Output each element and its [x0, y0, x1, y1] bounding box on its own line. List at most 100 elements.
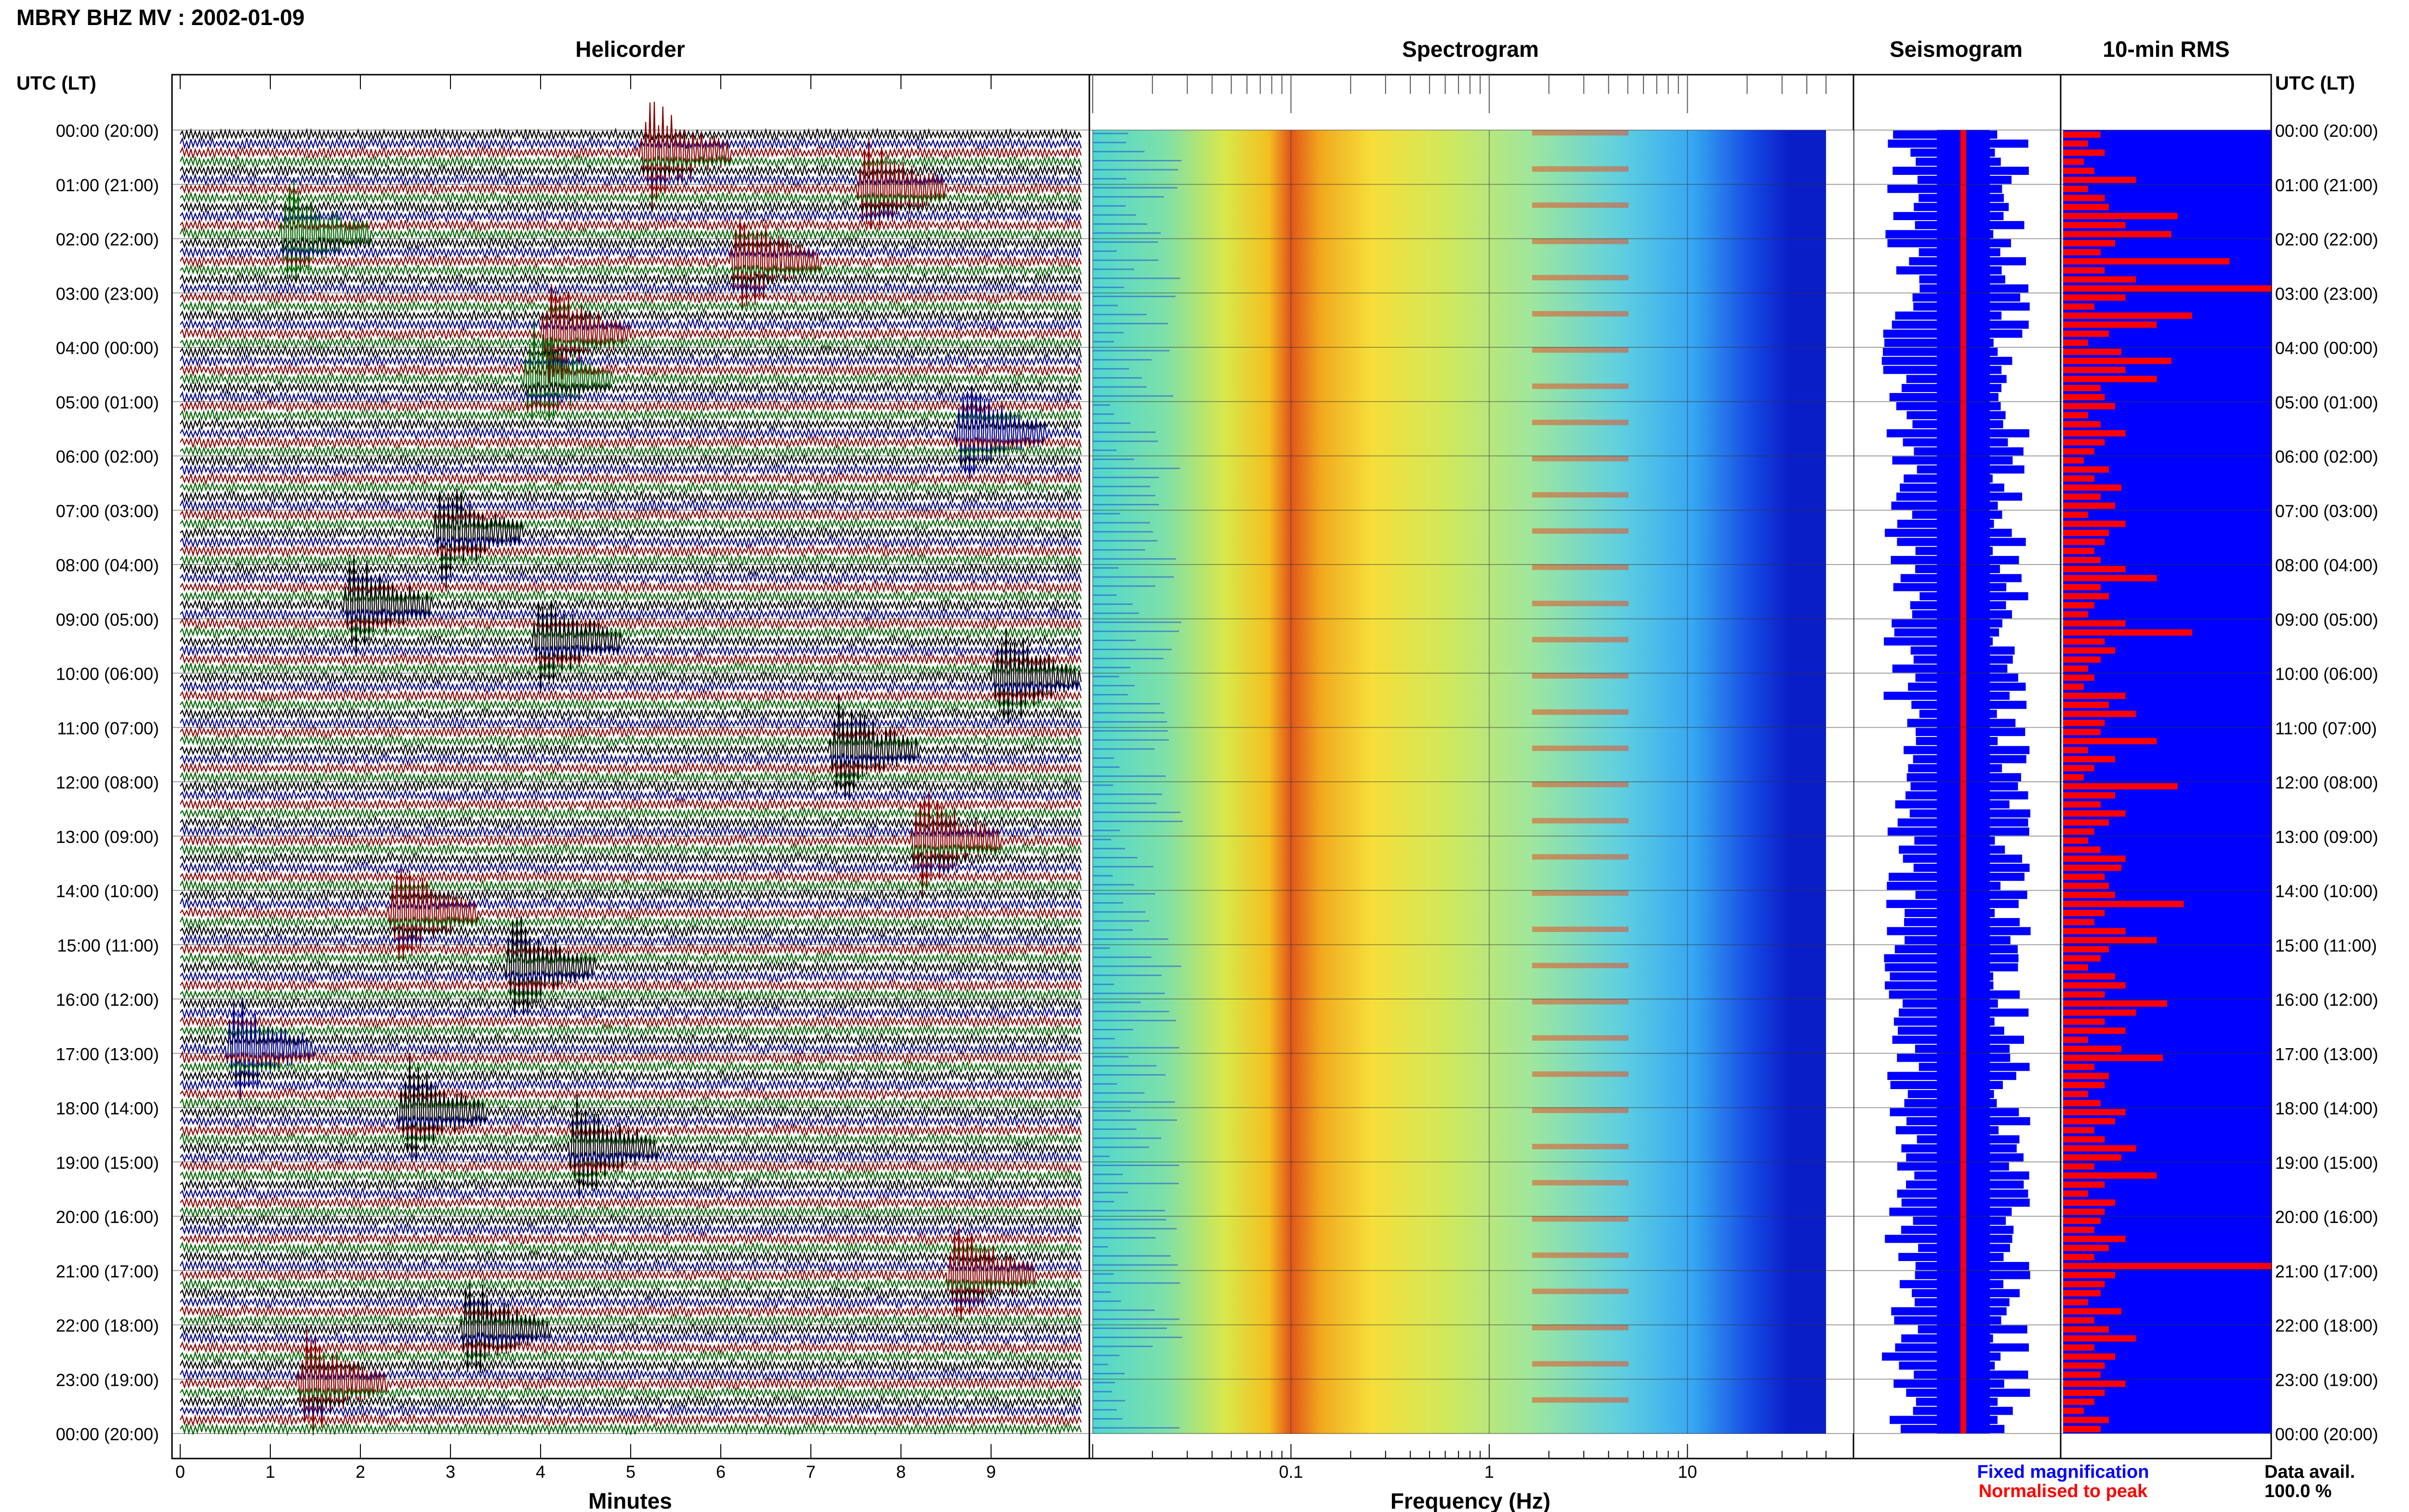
hour-gridlines — [172, 130, 2271, 1434]
spectrogram-row — [1093, 1126, 1826, 1135]
rms-bar — [2063, 1245, 2109, 1251]
rms-bar — [2063, 348, 2121, 355]
time-label-right: 15:00 (11:00) — [2275, 935, 2377, 955]
spectrogram-noise — [1093, 875, 1113, 877]
spectrogram-noise — [1093, 241, 1158, 243]
time-label-left: 07:00 (03:00) — [56, 501, 159, 521]
rms-bar — [2063, 520, 2126, 527]
spectrogram-row — [1093, 818, 1826, 828]
rms-bar — [2063, 1091, 2088, 1097]
spectrogram-row — [1093, 972, 1826, 981]
helicorder-trace — [180, 760, 1082, 776]
helicorder-xlabel: Minutes — [588, 1488, 672, 1512]
rms-bar — [2063, 1407, 2084, 1414]
spectrogram-noise — [1093, 467, 1180, 469]
spectrogram-streak — [1532, 347, 1628, 353]
spectrogram-noise — [1093, 513, 1120, 514]
helicorder-trace — [180, 353, 1082, 369]
spectrogram-row — [1093, 410, 1826, 420]
right-axis-title: UTC (LT) — [2275, 73, 2355, 94]
helicorder-trace — [180, 628, 1082, 723]
time-label-right: 02:00 (22:00) — [2275, 230, 2378, 250]
spectrogram-row — [1093, 1134, 1826, 1144]
spectrogram-row — [1093, 962, 1826, 973]
spectrogram-streak — [1532, 1397, 1628, 1403]
spectrogram-noise — [1093, 965, 1181, 967]
spectrogram-row — [1093, 1198, 1826, 1208]
spectrogram-noise — [1093, 1345, 1153, 1347]
spectrogram-row — [1093, 745, 1826, 755]
time-label-left: 19:00 (15:00) — [56, 1153, 159, 1172]
spectrogram-noise — [1093, 522, 1150, 524]
helicorder-trace — [180, 399, 1082, 414]
spectrogram-noise — [1093, 1065, 1157, 1067]
rms-bar — [2063, 357, 2171, 364]
helicorder-trace — [180, 1367, 1082, 1382]
spectrogram-row — [1093, 175, 1826, 185]
rms-bar — [2063, 176, 2136, 183]
rms-bar — [2063, 1371, 2101, 1378]
spectrogram-noise — [1093, 1001, 1141, 1003]
helicorder-trace — [180, 1177, 1082, 1192]
spectrogram-row — [1093, 528, 1826, 538]
rms-bar — [2063, 1281, 2105, 1288]
rms-bar — [2063, 1335, 2136, 1342]
time-label-right: 07:00 (03:00) — [2275, 501, 2378, 521]
rms-bar — [2063, 502, 2115, 509]
time-label-left: 22:00 (18:00) — [56, 1316, 159, 1336]
spectrogram-row — [1093, 1325, 1826, 1334]
helicorder-trace — [180, 589, 1082, 604]
spectrogram-streak — [1532, 673, 1628, 679]
spectrogram-noise — [1093, 1074, 1166, 1076]
helicorder-trace — [180, 1186, 1082, 1201]
rms-bar — [2063, 1181, 2105, 1188]
time-label-right: 14:00 (10:00) — [2275, 881, 2378, 901]
spectrogram-streak — [1532, 1288, 1628, 1294]
spectrogram-row — [1093, 899, 1826, 909]
spectrogram-noise — [1093, 694, 1128, 696]
rms-bar — [2063, 1236, 2126, 1242]
spectrogram-row — [1093, 1352, 1826, 1362]
helicorder-tick-label: 3 — [446, 1462, 455, 1482]
spectrogram-noise — [1093, 1137, 1162, 1139]
helicorder-trace — [180, 1249, 1082, 1264]
rms-bar — [2063, 294, 2126, 301]
spectrogram-noise — [1093, 820, 1183, 822]
helicorder-trace — [180, 851, 1082, 867]
spectrogram-noise — [1093, 151, 1145, 153]
rms-bar — [2063, 548, 2094, 554]
rms-bar — [2063, 937, 2157, 944]
helicorder-trace — [180, 1349, 1082, 1364]
rms-bar — [2063, 1381, 2126, 1387]
helicorder-trace — [180, 1078, 1082, 1092]
spectrogram-noise — [1093, 404, 1110, 406]
helicorder-trace — [180, 216, 1082, 310]
spectrogram-row — [1093, 311, 1826, 321]
rms-bar — [2063, 222, 2126, 228]
spectrogram-noise — [1093, 1354, 1120, 1356]
time-label-right: 09:00 (05:00) — [2275, 610, 2378, 630]
rms-bar — [2063, 620, 2126, 627]
spectrogram-noise — [1093, 1255, 1171, 1257]
helicorder-tick-label: 7 — [806, 1462, 816, 1482]
spectrogram-noise — [1093, 984, 1114, 986]
spectrogram-noise — [1093, 793, 1162, 795]
rms-bar — [2063, 1299, 2088, 1306]
helicorder-trace — [180, 779, 1082, 794]
spectrogram-noise — [1093, 1047, 1179, 1049]
rms-bar — [2063, 1064, 2094, 1070]
rms-bar — [2063, 1136, 2105, 1143]
spectrogram-noise — [1093, 1119, 1177, 1121]
time-label-left: 16:00 (12:00) — [56, 990, 159, 1010]
spectrogram-row — [1093, 1343, 1826, 1353]
spectrogram-row — [1093, 284, 1826, 293]
spectrogram-noise — [1093, 558, 1176, 560]
spectrogram-noise — [1093, 1400, 1125, 1402]
helicorder-trace — [180, 1032, 1082, 1048]
helicorder-trace — [180, 914, 1082, 930]
legend-fixed-magnification: Fixed magnification — [1977, 1462, 2149, 1482]
spectrogram-streak — [1532, 962, 1628, 969]
spectrogram-streak — [1532, 528, 1628, 534]
helicorder-trace — [180, 1086, 1082, 1102]
